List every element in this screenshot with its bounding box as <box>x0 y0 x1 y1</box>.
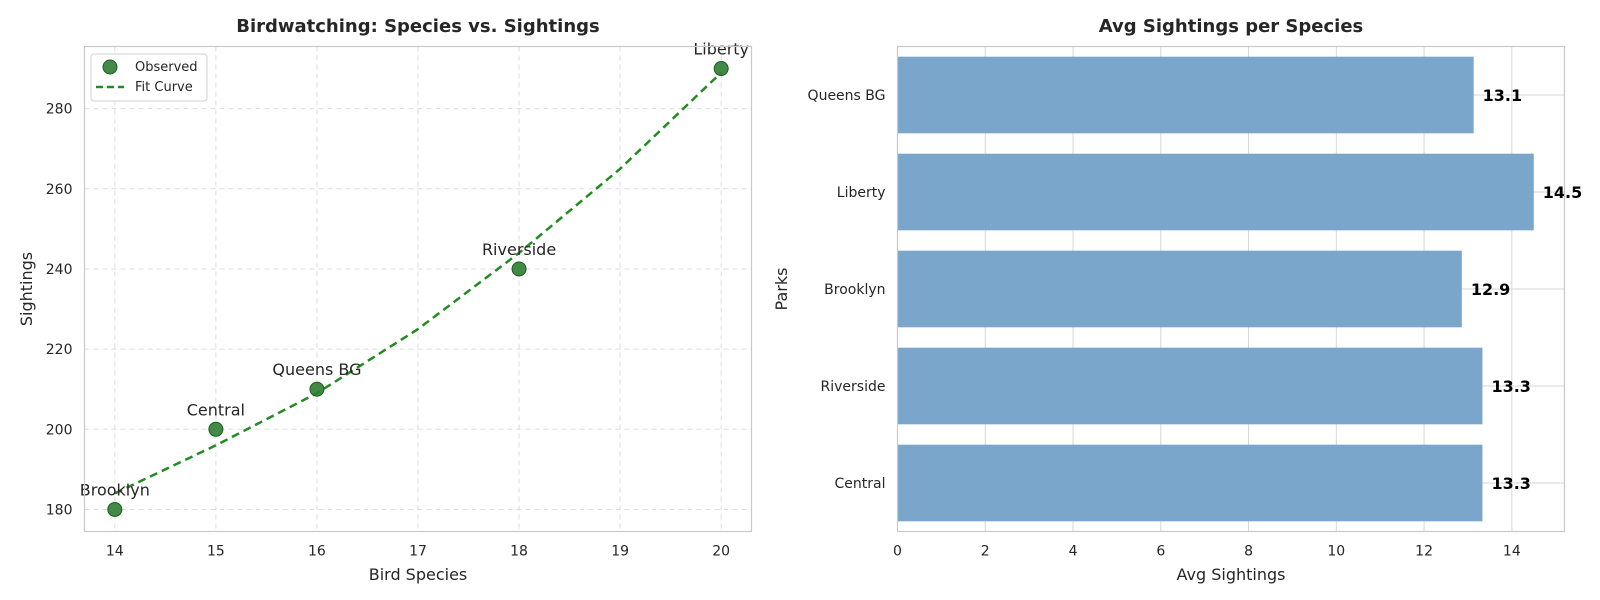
bar-value-label: 14.5 <box>1543 183 1582 202</box>
bar-x-axis-label: Avg Sightings <box>1177 565 1286 584</box>
scatter-x-tick-label: 19 <box>611 544 629 560</box>
scatter-x-tick-label: 18 <box>510 544 528 560</box>
scatter-point <box>310 382 324 396</box>
scatter-y-tick-label: 200 <box>46 422 73 438</box>
scatter-y-tick-label: 180 <box>46 502 73 518</box>
scatter-point-label: Liberty <box>693 40 749 59</box>
bar-x-tick-label: 12 <box>1415 544 1433 560</box>
scatter-point <box>512 262 526 276</box>
scatter-y-tick-label: 280 <box>46 102 73 118</box>
scatter-x-tick-label: 16 <box>308 544 326 560</box>
bar-value-label: 13.3 <box>1491 474 1530 493</box>
bar <box>898 154 1534 231</box>
scatter-grid <box>85 47 752 532</box>
bar-category-label: Queens BG <box>808 88 886 104</box>
scatter-point-label: Central <box>187 400 245 419</box>
bar-value-label: 12.9 <box>1471 280 1510 299</box>
scatter-point-label: Riverside <box>482 240 556 259</box>
bar-x-tick-label: 14 <box>1503 544 1521 560</box>
bar <box>898 251 1462 328</box>
bar-category-label: Brooklyn <box>824 282 885 298</box>
scatter-panel: Birdwatching: Species vs. Sightings Broo… <box>17 16 752 584</box>
scatter-y-tick-label: 220 <box>46 342 73 358</box>
scatter-title: Birdwatching: Species vs. Sightings <box>236 16 600 37</box>
legend-label-observed: Observed <box>135 60 198 75</box>
bar-x-tick-label: 2 <box>981 544 990 560</box>
bar-x-tick-label: 4 <box>1069 544 1078 560</box>
bar <box>898 57 1474 134</box>
bar-value-label: 13.1 <box>1483 86 1522 105</box>
scatter-points-layer: Brooklyn Central Queens BG Riverside Liberty <box>80 40 749 517</box>
bar-category-label: Liberty <box>837 185 886 201</box>
bar-category-label: Riverside <box>821 379 886 395</box>
bar-x-tick-label: 6 <box>1156 544 1165 560</box>
scatter-x-tick-label: 14 <box>106 544 124 560</box>
bar-x-tick-label: 10 <box>1327 544 1345 560</box>
scatter-x-tick-label: 15 <box>207 544 225 560</box>
bar <box>898 445 1483 522</box>
bar-bars-layer: 13.3 13.3 12.9 14.5 13.1 <box>898 57 1583 522</box>
scatter-x-tick-label: 20 <box>712 544 730 560</box>
legend-label-fit-curve: Fit Curve <box>135 80 193 95</box>
scatter-x-axis-label: Bird Species <box>369 565 468 584</box>
scatter-point <box>108 502 122 516</box>
bar-x-tick-label: 0 <box>893 544 902 560</box>
legend: Observed Fit Curve <box>91 54 207 101</box>
legend-marker-observed <box>103 60 117 74</box>
bar-category-label: Central <box>835 476 886 492</box>
bar-x-tick-label: 8 <box>1244 544 1253 560</box>
scatter-point-label: Brooklyn <box>80 480 150 499</box>
scatter-point-label: Queens BG <box>272 360 361 379</box>
scatter-y-axis-label: Sightings <box>17 252 36 326</box>
scatter-y-tick-label: 240 <box>46 262 73 278</box>
bar-value-label: 13.3 <box>1491 377 1530 396</box>
scatter-x-tick-label: 17 <box>409 544 427 560</box>
scatter-y-tick-label: 260 <box>46 182 73 198</box>
bar-title: Avg Sightings per Species <box>1099 16 1364 37</box>
scatter-point <box>209 422 223 436</box>
bar-y-axis-label: Parks <box>772 268 791 311</box>
scatter-point <box>714 62 728 76</box>
bar-panel: Avg Sightings per Species 13.3 13.3 12.9 14… <box>772 16 1582 584</box>
bar <box>898 348 1483 425</box>
